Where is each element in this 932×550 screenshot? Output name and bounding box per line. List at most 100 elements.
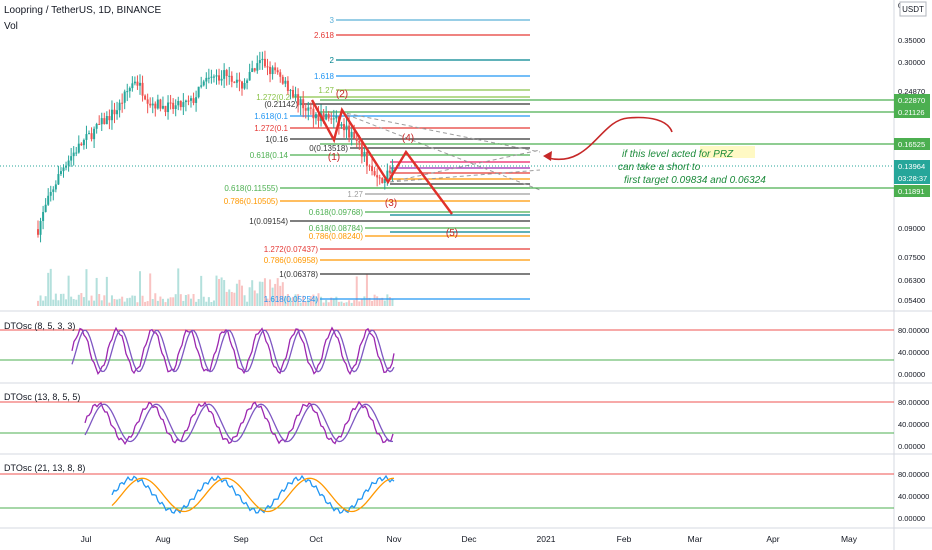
- volume-bar: [335, 296, 338, 306]
- volume-bar: [187, 294, 190, 306]
- price-tag-label: 0.13964: [898, 162, 925, 171]
- candle-body: [128, 88, 131, 92]
- candles: [37, 50, 394, 243]
- volume-bar: [228, 289, 231, 306]
- volume-bar: [383, 300, 386, 306]
- fib-level-label: 1.27: [347, 190, 363, 199]
- volume-bar: [169, 297, 172, 306]
- y-axis-tick-label: 0.35000: [898, 36, 925, 45]
- candle-body: [276, 70, 279, 73]
- volume-bar: [164, 302, 167, 306]
- candle-body: [241, 81, 243, 89]
- candle-body: [149, 103, 152, 106]
- price-tag[interactable]: [894, 160, 930, 172]
- candle-body: [172, 102, 175, 109]
- volume-bar: [345, 302, 348, 306]
- candle-body: [330, 118, 333, 120]
- volume-bar: [355, 276, 358, 306]
- fib-level-label: 1.618: [314, 72, 335, 81]
- projection-line: [339, 111, 541, 191]
- volume-bar: [348, 300, 351, 306]
- candle-body: [381, 177, 384, 184]
- price-tag[interactable]: [894, 185, 930, 197]
- volume-bar: [274, 283, 277, 306]
- volume-bar: [304, 301, 307, 306]
- volume-bar: [110, 295, 113, 306]
- volume-bar: [172, 297, 175, 306]
- fib-level-label: 1(0.09154): [249, 217, 288, 226]
- elliott-wave[interactable]: (1) (2) (3) (4) (5): [310, 89, 458, 239]
- axes: JulAugSepOctNovDec2021FebMarAprMay0.4500…: [81, 1, 930, 544]
- candle-body: [195, 97, 198, 103]
- volume-bar: [330, 297, 333, 306]
- volume-bar: [98, 293, 101, 306]
- candle-body: [230, 75, 233, 82]
- candle-body: [294, 94, 297, 97]
- price-tag[interactable]: [894, 94, 930, 106]
- candle-body: [322, 113, 325, 120]
- volume-bar: [80, 293, 83, 306]
- candle-body: [388, 170, 391, 173]
- candle-body: [345, 125, 348, 131]
- horizontal-levels[interactable]: [320, 99, 894, 189]
- volume-bar: [381, 297, 384, 306]
- price-tag-label: 0.22870: [898, 96, 925, 105]
- volume-bar: [62, 293, 65, 306]
- volume-bar: [174, 294, 177, 306]
- currency-badge[interactable]: [899, 1, 927, 17]
- volume-bar: [65, 299, 68, 306]
- chart-title: Loopring / TetherUS, 1D, BINANCE: [4, 5, 161, 16]
- candle-body: [365, 151, 368, 166]
- candle-body: [383, 178, 386, 184]
- y-axis-tick-label: 0.07500: [898, 253, 925, 262]
- fib-level-label: 3: [330, 16, 335, 25]
- candle-body: [220, 78, 223, 81]
- candle-body: [304, 108, 307, 111]
- volume-bar: [363, 296, 366, 306]
- volume-bar: [317, 293, 320, 306]
- fib-level-label: 1.618(0.1: [254, 112, 288, 121]
- candle-body: [167, 102, 170, 113]
- volume-bar: [57, 300, 60, 306]
- candle-body: [309, 107, 312, 109]
- volume-bar: [139, 271, 141, 306]
- volume-bar: [195, 301, 198, 306]
- volume-bar: [350, 302, 353, 306]
- volume-bar: [149, 273, 152, 306]
- candle-body: [154, 103, 157, 109]
- volume-bar: [72, 299, 75, 306]
- osc-axis-label: 80.00000: [898, 398, 929, 407]
- candle-body: [307, 107, 310, 111]
- volume-bar: [284, 295, 287, 306]
- osc-axis-label: 0.00000: [898, 514, 925, 523]
- volume-bar: [54, 293, 57, 306]
- volume-bar: [159, 296, 162, 306]
- x-axis-tick-label: Dec: [461, 534, 477, 544]
- candle-body: [235, 79, 238, 83]
- candle-body: [261, 58, 264, 61]
- y-axis-tick-label: 0.30000: [898, 58, 925, 67]
- price-tag[interactable]: [894, 138, 930, 150]
- price-tag[interactable]: [894, 172, 930, 184]
- candle-body: [88, 133, 90, 135]
- annotation-line-3: first target 0.09834 and 0.06324: [624, 175, 766, 186]
- osc-axis-label: 80.00000: [898, 470, 929, 479]
- volume-bar: [82, 297, 85, 306]
- volume-bar: [314, 297, 317, 306]
- volume-bar: [154, 293, 157, 306]
- wave-path[interactable]: [310, 99, 453, 215]
- fib-level-label: 0.786(0.06958): [264, 256, 319, 265]
- candle-body: [37, 229, 39, 235]
- candle-body: [108, 116, 111, 121]
- price-tag[interactable]: [894, 106, 930, 118]
- wave-label: (3): [385, 198, 397, 209]
- volume-bar: [128, 297, 131, 306]
- candle-body: [190, 98, 192, 101]
- volume-bar: [292, 296, 294, 306]
- volume-bar: [261, 281, 264, 306]
- volume-bar: [156, 300, 159, 306]
- volume-bar: [353, 300, 356, 306]
- candle-body: [59, 171, 62, 175]
- volume-bar: [332, 298, 335, 306]
